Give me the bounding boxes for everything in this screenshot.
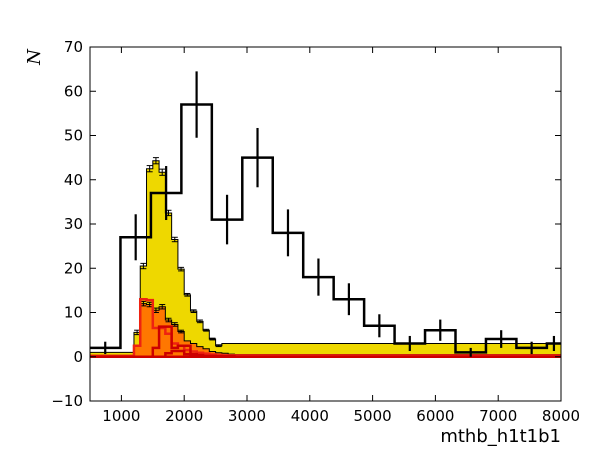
x-tick-label: 6000 bbox=[416, 407, 454, 425]
series-0-outline bbox=[90, 160, 561, 353]
data-series-line bbox=[90, 103, 561, 354]
series-1-fill bbox=[90, 303, 561, 357]
y-tick-label: 40 bbox=[64, 171, 83, 189]
x-tick-label: 2000 bbox=[165, 407, 203, 425]
axis-ticks: 1000 2000 3000 4000 5000 6000 7000 8000 −10 0 10 20… bbox=[51, 38, 580, 425]
x-tick-label: 8000 bbox=[542, 407, 580, 425]
x-tick-label: 3000 bbox=[228, 407, 266, 425]
y-tick-label: 50 bbox=[64, 127, 83, 145]
y-tick-label: 10 bbox=[64, 304, 83, 322]
series-0-fill bbox=[90, 160, 561, 357]
x-tick-label: 4000 bbox=[291, 407, 329, 425]
y-axis-label: N bbox=[24, 48, 45, 66]
y-tick-label: 20 bbox=[64, 259, 83, 277]
y-tick-label: 30 bbox=[64, 215, 83, 233]
x-axis-label: mthb_h1t1b1 bbox=[440, 426, 561, 447]
y-tick-label: 60 bbox=[64, 82, 83, 100]
x-tick-label: 7000 bbox=[479, 407, 517, 425]
x-tick-label: 5000 bbox=[354, 407, 392, 425]
y-tick-label: 0 bbox=[73, 348, 83, 366]
y-tick-label: −10 bbox=[51, 392, 83, 410]
y-tick-label: 70 bbox=[64, 38, 83, 56]
x-tick-label: 1000 bbox=[102, 407, 140, 425]
plot-area bbox=[90, 71, 561, 358]
